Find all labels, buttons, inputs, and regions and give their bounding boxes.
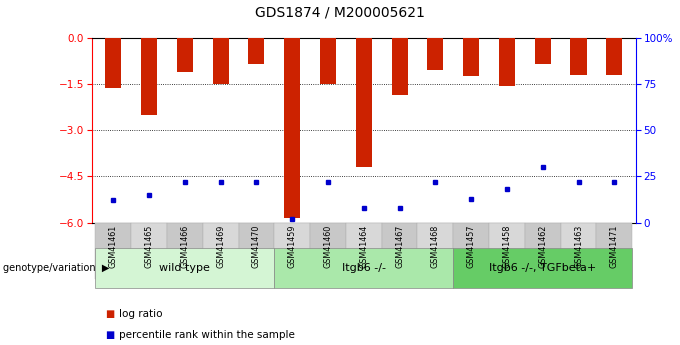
Text: GDS1874 / M200005621: GDS1874 / M200005621 [255,5,425,19]
Text: GSM41465: GSM41465 [145,224,154,268]
Text: ■: ■ [105,330,115,339]
Text: Itgb6 -/-, TGFbeta+: Itgb6 -/-, TGFbeta+ [489,263,596,273]
Bar [141,38,157,115]
Bar [534,38,551,64]
Text: GSM41461: GSM41461 [109,224,118,267]
Text: GSM41463: GSM41463 [574,224,583,267]
Bar [177,38,193,72]
Text: log ratio: log ratio [119,309,163,319]
Bar [607,38,622,75]
Text: GSM41457: GSM41457 [466,224,476,268]
Text: ■: ■ [105,309,115,319]
Bar [571,38,587,75]
Bar [463,38,479,76]
Bar [499,38,515,86]
Bar [105,38,121,88]
Text: GSM41460: GSM41460 [324,224,333,267]
Text: GSM41466: GSM41466 [180,224,189,267]
Text: GSM41458: GSM41458 [503,224,511,268]
Bar [427,38,443,70]
Text: genotype/variation  ▶: genotype/variation ▶ [3,263,109,273]
Bar [356,38,372,167]
Text: GSM41467: GSM41467 [395,224,404,268]
Text: GSM41469: GSM41469 [216,224,225,268]
Text: GSM41464: GSM41464 [359,224,369,267]
Text: GSM41462: GSM41462 [539,224,547,268]
Text: percentile rank within the sample: percentile rank within the sample [119,330,295,339]
Text: GSM41471: GSM41471 [610,224,619,268]
Bar [392,38,407,95]
Bar [248,38,265,64]
Text: GSM41459: GSM41459 [288,224,296,268]
Bar [213,38,228,84]
Text: GSM41470: GSM41470 [252,224,261,268]
Text: Itgb6 -/-: Itgb6 -/- [342,263,386,273]
Text: wild type: wild type [159,263,210,273]
Bar [320,38,336,84]
Text: GSM41468: GSM41468 [431,224,440,267]
Bar [284,38,301,218]
